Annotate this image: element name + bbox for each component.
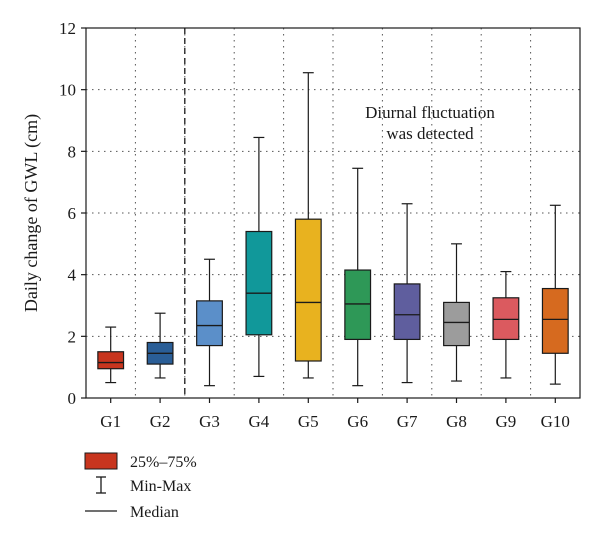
x-tick-label: G10 bbox=[541, 412, 570, 431]
box-g1 bbox=[97, 326, 125, 384]
box-g9 bbox=[492, 270, 520, 379]
iqr-box bbox=[492, 297, 520, 341]
x-axis-ticks: G1 G2 G3 G4 G5 G6 G7 G8 G9 G10 bbox=[100, 398, 570, 431]
x-tick-label: G8 bbox=[446, 412, 467, 431]
iqr-box bbox=[393, 283, 421, 341]
x-tick-label: G6 bbox=[347, 412, 368, 431]
legend-median-label: Median bbox=[130, 504, 179, 521]
iqr-box bbox=[344, 269, 372, 341]
box-g4 bbox=[245, 136, 273, 378]
grid-lines bbox=[86, 28, 580, 398]
iqr-box bbox=[294, 218, 322, 362]
y-tick-label: 6 bbox=[68, 204, 77, 223]
iqr-box bbox=[443, 301, 470, 347]
y-tick-label: 0 bbox=[68, 389, 77, 408]
x-tick-label: G5 bbox=[298, 412, 319, 431]
x-tick-label: G1 bbox=[100, 412, 121, 431]
y-tick-label: 4 bbox=[68, 266, 77, 285]
y-axis-label: Daily change of GWL (cm) bbox=[21, 114, 42, 312]
box-g3 bbox=[196, 258, 223, 387]
y-tick-label: 2 bbox=[68, 327, 77, 346]
annotation-line-1: Diurnal fluctuation bbox=[365, 103, 495, 122]
legend-range-icon bbox=[96, 476, 106, 494]
legend-iqr-swatch bbox=[84, 452, 118, 470]
x-tick-label: G2 bbox=[150, 412, 171, 431]
x-tick-label: G3 bbox=[199, 412, 220, 431]
box-g10 bbox=[541, 204, 569, 385]
box-g8 bbox=[443, 243, 470, 382]
y-tick-label: 10 bbox=[59, 81, 76, 100]
legend-iqr-label: 25%–75% bbox=[130, 454, 197, 471]
iqr-box bbox=[196, 300, 223, 347]
box-g2 bbox=[146, 312, 174, 379]
legend: 25%–75% Min-Max Median bbox=[84, 452, 197, 521]
iqr-box bbox=[97, 351, 125, 370]
x-tick-label: G4 bbox=[249, 412, 270, 431]
y-tick-label: 12 bbox=[59, 19, 76, 38]
annotation-line-2: was detected bbox=[386, 124, 474, 143]
y-axis-ticks: 0 2 4 6 8 10 12 bbox=[59, 19, 86, 408]
iqr-box bbox=[245, 230, 273, 336]
legend-range-label: Min-Max bbox=[130, 478, 191, 495]
box-g6 bbox=[344, 167, 372, 387]
boxes bbox=[97, 72, 569, 387]
y-tick-label: 8 bbox=[68, 142, 77, 161]
iqr-box bbox=[541, 287, 569, 354]
box-g5 bbox=[294, 72, 322, 379]
x-tick-label: G9 bbox=[496, 412, 517, 431]
x-tick-label: G7 bbox=[397, 412, 418, 431]
box-g7 bbox=[393, 203, 421, 384]
